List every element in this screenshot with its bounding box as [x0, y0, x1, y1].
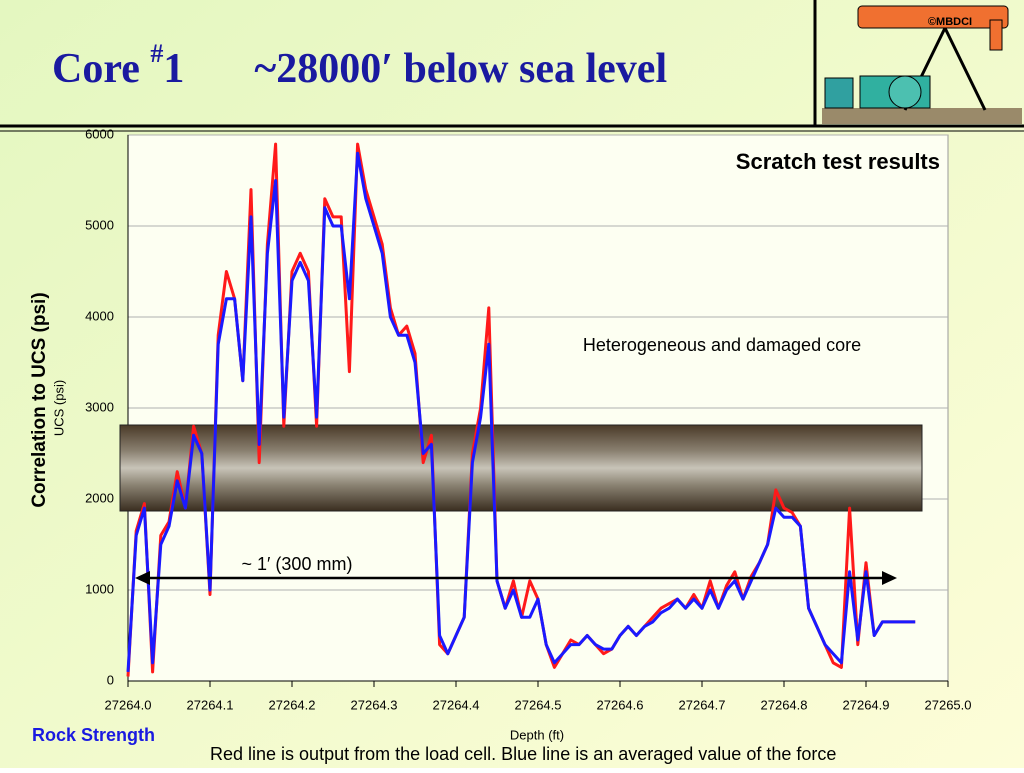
x-tick-label: 27264.5 [515, 697, 562, 712]
annotation: Heterogeneous and damaged core [583, 335, 861, 355]
core-photo [119, 424, 923, 512]
y-axis-label: UCS (psi) [51, 380, 66, 436]
side-label: Correlation to UCS (psi) [29, 292, 50, 507]
title-sup: # [150, 39, 163, 68]
x-tick-label: 27264.1 [187, 697, 234, 712]
title-num: 1 [163, 46, 184, 92]
logo-text: ©MBDCI [928, 16, 972, 28]
x-tick-label: 27264.9 [843, 697, 890, 712]
data-line [126, 151, 916, 672]
logo: ©MBDCI [822, 5, 1022, 124]
annotation: ~ 1′ (300 mm) [242, 554, 353, 574]
x-tick-label: 27264.0 [105, 697, 152, 712]
title-rest: ~28000′ below sea level [254, 46, 667, 92]
x-axis-label: Depth (ft) [510, 727, 564, 742]
y-tick-label: 6000 [85, 126, 114, 141]
footer-label: Rock Strength [32, 725, 155, 745]
x-tick-label: 27265.0 [925, 697, 972, 712]
y-tick-label: 0 [107, 672, 114, 687]
y-tick-label: 5000 [85, 217, 114, 232]
y-tick-label: 3000 [85, 399, 114, 414]
x-tick-label: 27264.7 [679, 697, 726, 712]
slide-title: Core #1 ~28000′ below sea level [52, 39, 667, 92]
x-tick-label: 27264.2 [269, 697, 316, 712]
y-tick-label: 1000 [85, 581, 114, 596]
y-tick-label: 2000 [85, 490, 114, 505]
title-prefix: Core [52, 46, 150, 92]
x-tick-label: 27264.8 [761, 697, 808, 712]
chart-title: Scratch test results [736, 149, 940, 174]
x-tick-label: 27264.4 [433, 697, 480, 712]
caption: Red line is output from the load cell. B… [210, 744, 836, 764]
x-tick-label: 27264.3 [351, 697, 398, 712]
y-tick-label: 4000 [85, 308, 114, 323]
x-tick-label: 27264.6 [597, 697, 644, 712]
span-arrow [135, 571, 897, 585]
